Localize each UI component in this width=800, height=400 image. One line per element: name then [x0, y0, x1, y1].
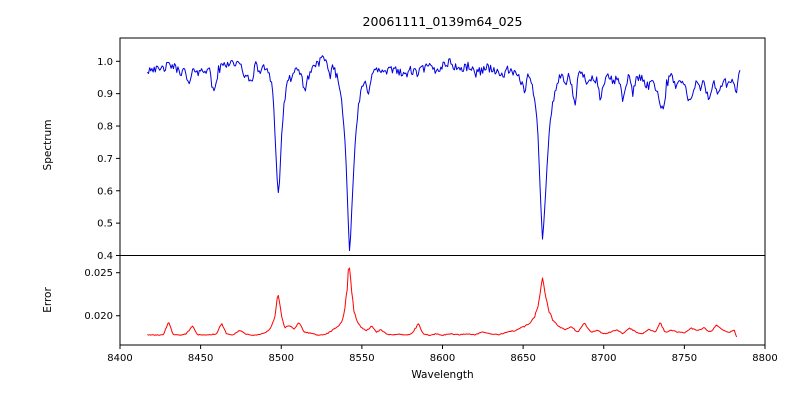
y-tick-label: 1.0 [97, 57, 113, 68]
x-axis-label: Wavelength [411, 369, 474, 381]
spectrum-line [147, 55, 741, 252]
y-tick-label: 0.9 [97, 89, 113, 100]
x-tick-label: 8600 [430, 353, 455, 364]
x-tick-label: 8650 [510, 353, 535, 364]
x-tick-label: 8800 [752, 353, 777, 364]
y-tick-label: 0.7 [97, 154, 113, 165]
chart-title: 20061111_0139m64_025 [362, 14, 523, 29]
y-tick-label: 0.6 [97, 186, 113, 197]
y-tick-label: 0.5 [97, 219, 113, 230]
x-tick-label: 8550 [349, 353, 374, 364]
x-tick-label: 8450 [188, 353, 213, 364]
x-tick-label: 8500 [269, 353, 294, 364]
y-tick-label: 0.4 [97, 251, 113, 262]
error-line [147, 267, 738, 338]
y-tick-label: 0.8 [97, 122, 113, 133]
x-tick-label: 8700 [591, 353, 616, 364]
y-tick-label: 0.025 [84, 268, 113, 279]
y-tick-label: 0.020 [84, 311, 113, 322]
x-tick-label: 8750 [672, 353, 697, 364]
x-tick-label: 8400 [107, 353, 132, 364]
axes-frame-panel-0 [119, 37, 766, 256]
